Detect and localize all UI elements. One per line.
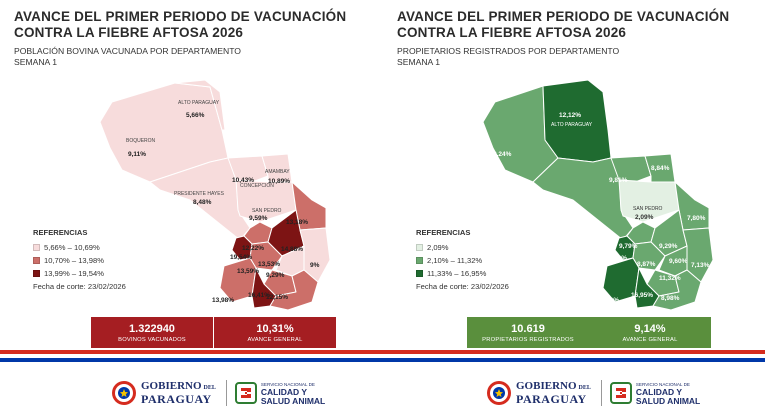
- divider: [600, 380, 602, 406]
- svg-text:8,98%: 8,98%: [661, 295, 680, 302]
- label-concepcion: CONCEPCION: [240, 183, 274, 189]
- svg-text:2,09%: 2,09%: [635, 214, 654, 221]
- senacsa-icon: [234, 382, 257, 404]
- legend-swatch: [416, 257, 423, 264]
- senacsa-logo: SERVICIO NACIONAL DE CALIDAD Y SALUD ANI…: [609, 381, 700, 406]
- svg-text:9%: 9%: [310, 262, 320, 269]
- region-san-pedro: [235, 179, 297, 223]
- stat-bovinos-vacunados: 1.322940 BOVINOS VACUNADOS: [91, 317, 213, 348]
- flag-stripe-white: [0, 354, 765, 358]
- svg-text:9,90%: 9,90%: [541, 196, 560, 203]
- svg-text:12,22%: 12,22%: [242, 245, 264, 252]
- cutoff-date: Fecha de corte: 23/02/2026: [416, 282, 509, 291]
- svg-text:16,41%: 16,41%: [248, 292, 270, 299]
- label-san-pedro: SAN PEDRO: [252, 208, 282, 214]
- legend: REFERENCIAS 2,09% 2,10% – 11,32% 11,33% …: [416, 228, 487, 280]
- stat-avance-general: 10,31% AVANCE GENERAL: [214, 317, 336, 348]
- label-alto-paraguay: ALTO PARAGUAY: [551, 122, 593, 128]
- svg-text:12,12%: 12,12%: [559, 112, 581, 119]
- svg-text:13,18%: 13,18%: [286, 219, 308, 226]
- label-san-pedro: SAN PEDRO: [633, 206, 663, 212]
- bovine-panel: AVANCE DEL PRIMER PERIODO DE VACUNACIÓN …: [0, 0, 382, 348]
- stat-avance-general: 9,14% AVANCE GENERAL: [589, 317, 711, 348]
- svg-text:8,87%: 8,87%: [637, 261, 656, 268]
- region-san-pedro: [618, 179, 680, 223]
- svg-text:7,13%: 7,13%: [691, 262, 710, 269]
- cutoff-date: Fecha de corte: 23/02/2026: [33, 282, 126, 291]
- flag-stripe-blue: [0, 358, 765, 362]
- panel-subtitle: POBLACIÓN BOVINA VACUNADA POR DEPARTAMEN…: [14, 46, 241, 67]
- svg-text:19,54%: 19,54%: [230, 254, 252, 261]
- paraguay-map-bovine: ALTO PARAGUAY BOQUERON PRESIDENTE HAYES …: [99, 79, 331, 310]
- legend: REFERENCIAS 5,66% – 10,69% 10,70% – 13,9…: [33, 228, 104, 280]
- label-amambay: AMAMBAY: [265, 169, 290, 175]
- legend-item: 10,70% – 13,98%: [33, 254, 104, 267]
- svg-text:8,84%: 8,84%: [651, 165, 670, 172]
- footer-logos-right: GOBIERNO DEL PARAGUAY SERVICIO NACIONAL D…: [486, 378, 700, 408]
- region-alto-paraguay: [174, 79, 226, 131]
- legend-item: 11,33% – 16,95%: [416, 267, 486, 280]
- svg-text:14,88%: 14,88%: [281, 246, 303, 253]
- legend-item: 13,99% – 19,54%: [33, 267, 104, 280]
- label-boqueron: BOQUERON: [126, 138, 156, 144]
- svg-text:11,32%: 11,32%: [659, 275, 681, 282]
- panel-title: AVANCE DEL PRIMER PERIODO DE VACUNACIÓN …: [14, 9, 347, 40]
- svg-text:13,98%: 13,98%: [212, 297, 234, 304]
- svg-text:9,24%: 9,24%: [493, 151, 512, 158]
- svg-text:12,15%: 12,15%: [266, 294, 288, 301]
- svg-text:9,11%: 9,11%: [128, 151, 146, 158]
- panel-title: AVANCE DEL PRIMER PERIODO DE VACUNACIÓN …: [397, 9, 730, 40]
- label-presidente-hayes: PRESIDENTE HAYES: [174, 191, 225, 197]
- legend-swatch: [33, 244, 40, 251]
- region-concepcion: [610, 155, 652, 183]
- senacsa-logo: SERVICIO NACIONAL DE CALIDAD Y SALUD ANI…: [234, 381, 325, 406]
- owners-panel: AVANCE DEL PRIMER PERIODO DE VACUNACIÓN …: [383, 0, 765, 348]
- panel-subtitle: PROPIETARIOS REGISTRADOS POR DEPARTAMENT…: [397, 46, 620, 67]
- svg-text:13,59%: 13,59%: [237, 268, 259, 275]
- label-alto-paraguay: ALTO PARAGUAY: [178, 100, 220, 106]
- paraguay-emblem-icon: [112, 381, 136, 405]
- svg-text:9,29%: 9,29%: [659, 243, 678, 250]
- svg-text:9,59%: 9,59%: [249, 215, 268, 222]
- svg-text:13,53%: 13,53%: [258, 261, 280, 268]
- senacsa-icon: [609, 382, 632, 404]
- divider: [225, 380, 227, 406]
- svg-text:9,60%: 9,60%: [669, 258, 688, 265]
- region-itapua: [269, 269, 319, 310]
- legend-swatch: [33, 257, 40, 264]
- paraguay-emblem-icon: [487, 381, 511, 405]
- svg-text:16,95%: 16,95%: [631, 292, 653, 299]
- region-alto-paraguay: [542, 79, 612, 163]
- region-itapua: [652, 269, 702, 310]
- gobierno-logo: GOBIERNO DEL PARAGUAY: [111, 380, 218, 406]
- svg-text:10,43%: 10,43%: [232, 177, 254, 184]
- svg-text:8,48%: 8,48%: [193, 199, 212, 206]
- footer-logos-left: GOBIERNO DEL PARAGUAY SERVICIO NACIONAL D…: [111, 378, 325, 408]
- svg-text:10,89%: 10,89%: [268, 178, 290, 185]
- paraguay-map-owners: ALTO PARAGUAY SAN PEDRO 12,12% 9,24% 9,9…: [482, 79, 714, 310]
- svg-text:5,66%: 5,66%: [186, 112, 205, 119]
- legend-swatch: [416, 244, 423, 251]
- svg-text:14,90%: 14,90%: [597, 297, 619, 304]
- stat-propietarios-registrados: 10.619 PROPIETARIOS REGISTRADOS: [467, 317, 589, 348]
- svg-text:9,81%: 9,81%: [609, 177, 628, 184]
- legend-item: 5,66% – 10,69%: [33, 241, 104, 254]
- legend-swatch: [33, 270, 40, 277]
- svg-text:7,80%: 7,80%: [687, 215, 706, 222]
- legend-swatch: [416, 270, 423, 277]
- svg-text:9,29%: 9,29%: [266, 272, 285, 279]
- region-concepcion: [227, 155, 269, 183]
- legend-item: 2,09%: [416, 241, 486, 254]
- legend-item: 2,10% – 11,32%: [416, 254, 486, 267]
- flag-stripe-red: [0, 350, 765, 354]
- svg-text:9,79%: 9,79%: [619, 243, 638, 250]
- gobierno-logo: GOBIERNO DEL PARAGUAY: [486, 380, 593, 406]
- region-presidente-hayes: [532, 157, 634, 241]
- svg-text:13,69%: 13,69%: [605, 255, 627, 262]
